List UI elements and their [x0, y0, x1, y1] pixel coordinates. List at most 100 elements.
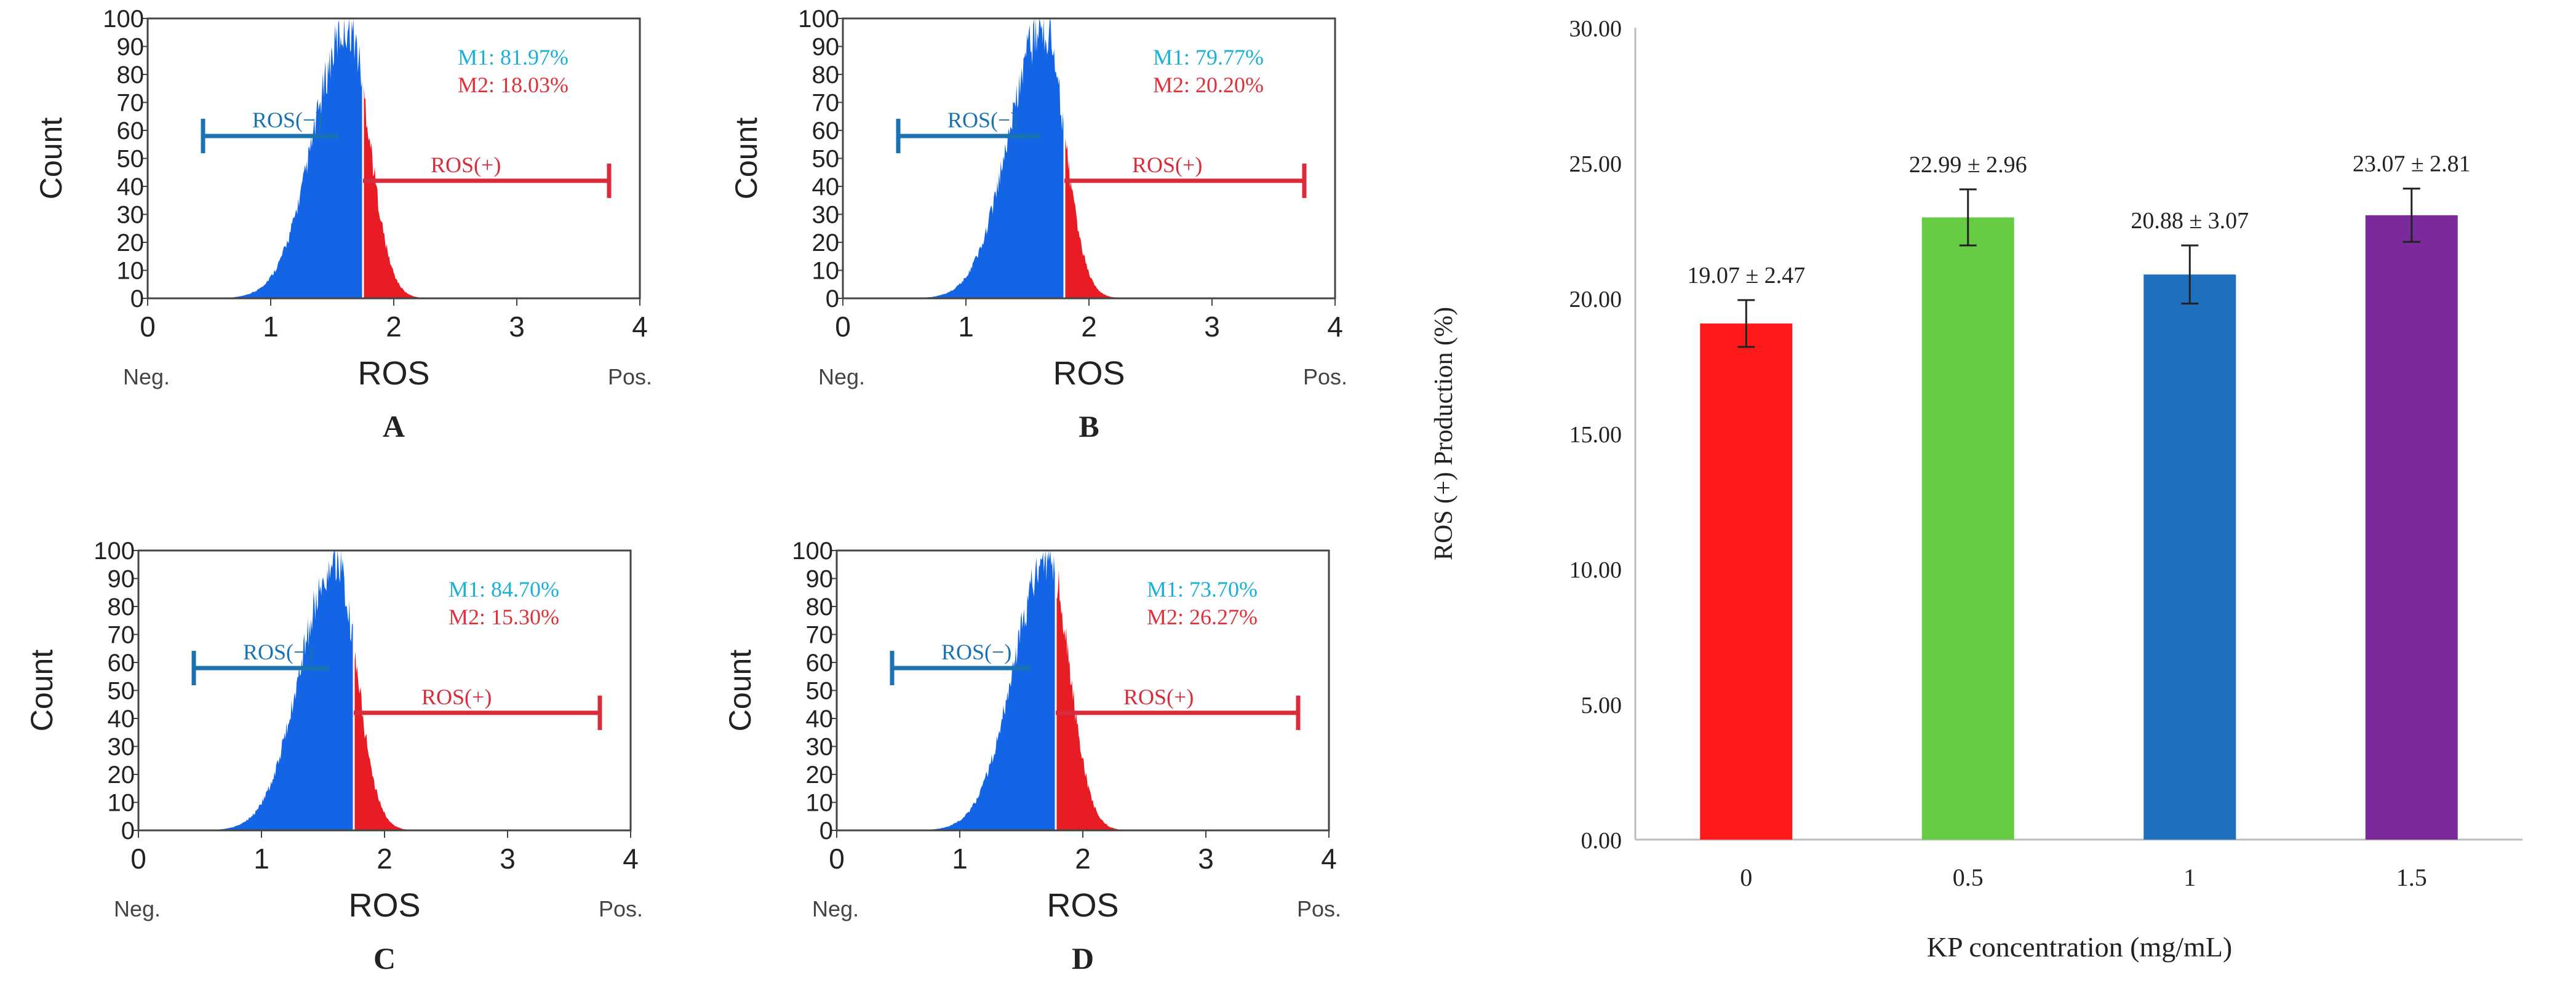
x-tick-labels: 0 0.5 1 1.5 [1740, 864, 2427, 891]
y-tick-label: 100 [103, 6, 144, 33]
m1-percentage: M1: 79.77% [1153, 45, 1264, 70]
y-tick-label: 30 [108, 734, 135, 761]
x-axis-label: ROS [1053, 355, 1125, 392]
y-tick-label: 10.00 [1569, 557, 1622, 583]
y-tick-label: 10 [108, 790, 135, 817]
y-tick-label: 30.00 [1569, 16, 1622, 42]
y-tick-label: 50 [806, 678, 834, 705]
panel-letter: B [1079, 409, 1099, 443]
bar-0.5 [1921, 217, 2014, 840]
x-tick-label: 1 [958, 311, 974, 343]
x-tick-label: 0 [140, 311, 156, 343]
x-tick-label: 4 [1327, 311, 1343, 343]
histogram-positive-region [1055, 569, 1126, 830]
panel-letter: A [383, 409, 405, 443]
histogram-negative-region [212, 551, 354, 830]
pos-label: Pos. [599, 896, 643, 921]
x-tick-label: 1.5 [2396, 864, 2427, 891]
y-tick-label: 80 [812, 62, 840, 89]
x-tick-label: 1 [253, 843, 269, 875]
x-tick-label: 2 [386, 311, 402, 343]
ros-positive-gate-label: ROS(+) [421, 685, 492, 709]
y-tick-label: 70 [117, 90, 145, 117]
x-tick-label: 0 [835, 311, 851, 343]
ros-negative-gate-label: ROS(−) [941, 640, 1011, 664]
x-tick-label: 0 [829, 843, 845, 875]
y-tick-label: 100 [798, 6, 839, 33]
y-tick-label: 30 [806, 734, 834, 761]
bar-value-label: 19.07 ± 2.47 [1687, 263, 1805, 288]
x-tick-label: 2 [377, 843, 393, 875]
y-axis-label: Count [34, 117, 68, 200]
histogram-negative-region [911, 551, 1056, 830]
m2-percentage: M2: 15.30% [449, 605, 559, 629]
bar-marks: 19.07 ± 2.47 22.99 ± 2.96 20.88 ± 3.07 23.0… [1687, 151, 2471, 840]
x-tick-label: 0.5 [1953, 864, 1984, 891]
x-tick-label: 1 [952, 843, 968, 875]
neg-label: Neg. [114, 896, 161, 921]
bar-0 [1700, 323, 1793, 840]
y-tick-label: 30 [812, 202, 840, 229]
y-tick-label: 40 [806, 706, 834, 733]
x-tick-label: 0 [130, 843, 146, 875]
y-tick-label: 20.00 [1569, 287, 1622, 312]
y-tick-label: 0 [121, 817, 135, 845]
y-tick-label: 70 [812, 90, 840, 117]
y-tick-label: 40 [117, 173, 145, 201]
y-tick-label: 50 [108, 678, 135, 705]
y-tick-label: 0 [130, 285, 144, 312]
y-tick-label: 80 [108, 594, 135, 621]
x-tick-label: 1 [2183, 864, 2196, 891]
x-tick-label: 3 [509, 311, 525, 343]
pos-label: Pos. [1297, 896, 1341, 921]
y-tick-label: 90 [117, 34, 145, 61]
x-tick-label: 3 [1204, 311, 1220, 343]
y-axis-label: Count [723, 650, 757, 732]
y-tick-label: 50 [117, 146, 145, 173]
y-tick-label: 60 [108, 650, 135, 677]
y-axis-label: Count [729, 117, 764, 200]
y-tick-label: 100 [94, 538, 135, 565]
ros-negative-gate-label: ROS(−) [252, 108, 322, 132]
y-tick-label: 10 [812, 258, 840, 285]
y-tick-label: 80 [117, 62, 145, 89]
y-tick-label: 60 [812, 117, 840, 145]
neg-label: Neg. [818, 364, 865, 389]
x-tick-label: 4 [632, 311, 648, 343]
y-tick-label: 0 [819, 817, 833, 845]
pos-label: Pos. [608, 364, 652, 389]
x-axis-label: ROS [1047, 887, 1119, 924]
x-tick-label: 4 [1321, 843, 1337, 875]
y-tick-labels: 0.00 5.00 10.00 15.00 20.00 25.00 30.00 [1569, 16, 1622, 854]
y-tick-label: 50 [812, 146, 840, 173]
ros-bar-chart: 0.00 5.00 10.00 15.00 20.00 25.00 30.00 19.07 … [1430, 16, 2522, 963]
y-tick-label: 40 [812, 173, 840, 201]
histogram-positive-region [353, 635, 434, 830]
y-tick-label: 40 [108, 706, 135, 733]
m2-percentage: M2: 26.27% [1147, 605, 1258, 629]
m1-percentage: M1: 73.70% [1147, 577, 1258, 602]
m1-percentage: M1: 84.70% [449, 577, 559, 602]
x-tick-label: 0 [1740, 864, 1752, 891]
neg-label: Neg. [123, 364, 170, 389]
x-axis-label: KP concentration (mg/mL) [1927, 931, 2233, 963]
y-tick-label: 100 [792, 538, 833, 565]
y-tick-label: 5.00 [1581, 693, 1622, 718]
y-tick-label: 20 [812, 229, 840, 256]
ros-positive-gate-label: ROS(+) [431, 153, 501, 177]
y-tick-label: 70 [806, 622, 834, 649]
y-tick-label: 30 [117, 202, 145, 229]
x-tick-label: 2 [1081, 311, 1097, 343]
x-tick-label: 2 [1075, 843, 1091, 875]
y-tick-label: 80 [806, 594, 834, 621]
y-tick-label: 10 [117, 258, 145, 285]
bar-value-label: 20.88 ± 3.07 [2131, 208, 2249, 234]
y-tick-label: 20 [806, 761, 834, 789]
bar-value-label: 23.07 ± 2.81 [2353, 151, 2471, 177]
x-tick-label: 3 [1198, 843, 1214, 875]
y-tick-label: 60 [806, 650, 834, 677]
histogram-positive-region [1064, 137, 1144, 298]
y-tick-label: 70 [108, 622, 135, 649]
